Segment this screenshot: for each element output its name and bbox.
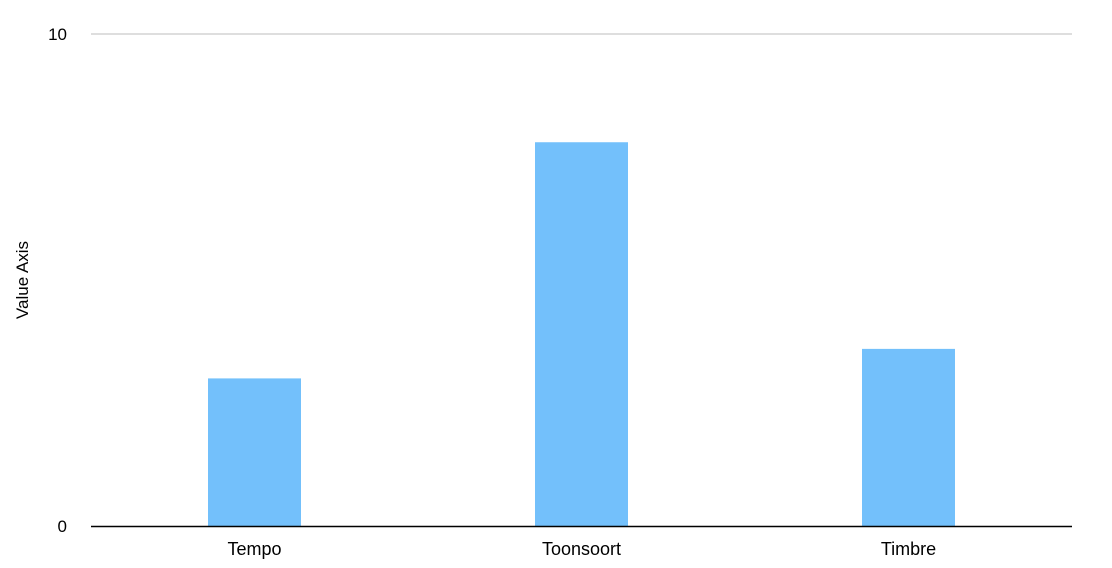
y-axis-title: Value Axis bbox=[13, 241, 32, 319]
y-tick-label: 10 bbox=[48, 25, 67, 44]
bar-toonsoort bbox=[535, 142, 628, 527]
bars bbox=[208, 142, 955, 527]
bar-tempo bbox=[208, 378, 301, 526]
x-tick-labels: Tempo Toonsoort Timbre bbox=[227, 539, 936, 559]
x-tick-label: Toonsoort bbox=[542, 539, 621, 559]
x-tick-label: Timbre bbox=[881, 539, 936, 559]
y-tick-labels: 0 10 bbox=[48, 25, 67, 536]
bar-timbre bbox=[862, 348, 955, 526]
y-tick-label: 0 bbox=[58, 517, 67, 536]
x-tick-label: Tempo bbox=[227, 539, 281, 559]
